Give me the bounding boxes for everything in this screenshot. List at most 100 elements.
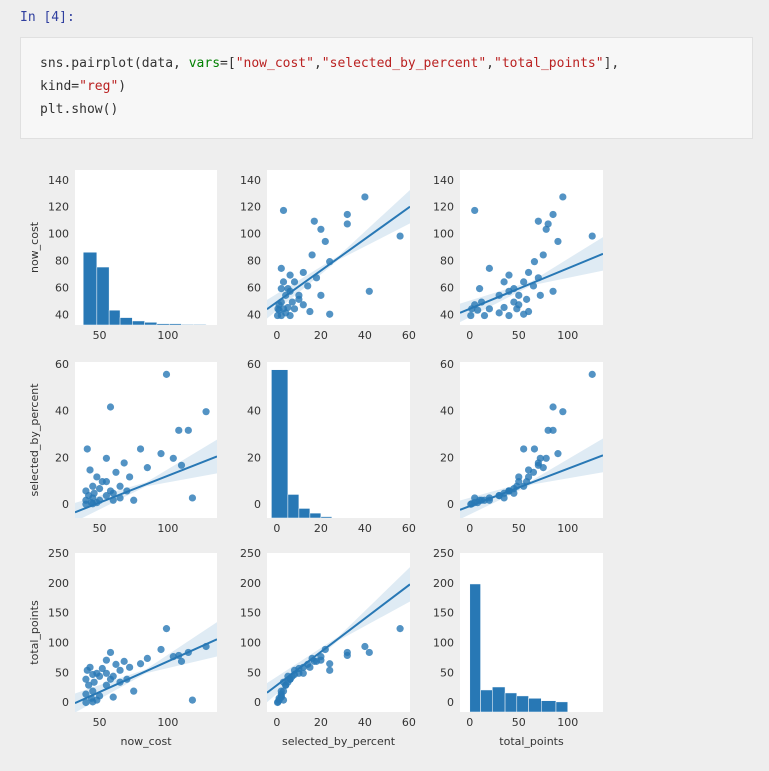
scatter-point [143, 464, 151, 472]
hist-bar [309, 512, 322, 518]
scatter-point [109, 672, 117, 680]
scatter-point [86, 466, 94, 474]
scatter-point [304, 282, 312, 290]
code-token: plt.show() [40, 102, 119, 117]
scatter-point [162, 370, 171, 378]
x-tick-label: 20 [314, 522, 328, 535]
scatter-point [500, 278, 508, 286]
hist-bar [555, 701, 568, 712]
x-tick-label: 20 [314, 716, 328, 729]
y-tick-label: 100 [433, 637, 454, 650]
y-tick-label: 20 [55, 451, 69, 464]
y-tick-label: 100 [433, 228, 454, 241]
hist-bar [287, 494, 300, 518]
hist-bar [320, 516, 333, 518]
scatter-point [102, 656, 111, 664]
scatter-point [116, 482, 124, 490]
scatter-point [273, 698, 282, 707]
y-tick-label: 40 [247, 309, 261, 322]
x-tick-label: 50 [93, 716, 107, 729]
scatter-point [306, 663, 314, 671]
x-tick-label: 0 [273, 329, 280, 342]
scatter-point [520, 278, 528, 286]
hist-bar [82, 251, 98, 325]
subplot: 0 50 100 150 200 250 0 20 40 60 selected_by_percen… [240, 547, 416, 748]
code-token: "now_cost" [235, 56, 314, 71]
scatter-point [130, 687, 138, 695]
subplot: 0 50 100 150 200 250 0 50 100 total_points [433, 547, 603, 748]
scatter-point [120, 657, 128, 665]
scatter-point [177, 657, 186, 665]
scatter-point [534, 217, 542, 225]
scatter-point [102, 454, 111, 462]
scatter-point [95, 485, 104, 493]
hist-bar [156, 323, 170, 325]
scatter-point [306, 307, 314, 316]
y-tick-label: 100 [48, 228, 69, 241]
y-tick-label: 80 [247, 255, 261, 268]
scatter-point [106, 403, 115, 411]
y-tick-label: 40 [55, 309, 69, 322]
x-tick-label: 40 [358, 716, 372, 729]
hist-bar [504, 692, 518, 712]
x-tick-label: 100 [557, 716, 578, 729]
y-tick-label: 100 [240, 228, 261, 241]
scatter-point [588, 370, 596, 378]
scatter-point [279, 206, 288, 215]
scatter-point [321, 237, 329, 246]
scatter-point [295, 291, 303, 299]
scatter-point [326, 666, 334, 674]
x-axis-label: total_points [499, 735, 564, 748]
y-tick-label: 100 [48, 637, 69, 650]
x-tick-label: 0 [466, 522, 473, 535]
code-token: =[ [220, 56, 236, 71]
y-tick-label: 80 [55, 255, 69, 268]
code-cell[interactable]: sns.pairplot(data, vars=["now_cost","sel… [20, 37, 753, 139]
y-tick-label: 0 [447, 498, 454, 511]
scatter-point [98, 664, 106, 673]
scatter-point [89, 670, 97, 679]
scatter-point [485, 264, 493, 272]
y-tick-label: 120 [433, 201, 454, 214]
x-tick-label: 0 [466, 329, 473, 342]
hist-bar [132, 320, 145, 325]
x-tick-label: 50 [93, 329, 107, 342]
scatter-point [326, 660, 334, 668]
scatter-point [284, 285, 292, 293]
scatter-point [82, 698, 90, 707]
scatter-point [202, 408, 210, 416]
x-tick-label: 40 [358, 522, 372, 535]
cell-prompt: In [4]: [20, 10, 75, 25]
scatter-point [82, 496, 90, 504]
scatter-point [554, 450, 562, 458]
scatter-point [290, 305, 299, 313]
scatter-point [109, 489, 117, 497]
y-tick-label: 200 [240, 577, 261, 590]
y-tick-label: 40 [440, 309, 454, 322]
scatter-point [120, 459, 128, 467]
code-token: "selected_by_percent" [321, 56, 487, 71]
scatter-point [343, 220, 351, 228]
scatter-point [162, 625, 171, 633]
y-tick-label: 140 [48, 174, 69, 187]
y-tick-label: 60 [55, 282, 69, 295]
x-tick-label: 60 [402, 522, 416, 535]
plot-area [75, 370, 217, 518]
scatter-point [109, 693, 117, 701]
hist-bar [144, 322, 158, 325]
confidence-band [75, 622, 217, 712]
scatter-point [317, 656, 325, 664]
code: sns.pairplot(data, vars=["now_cost","sel… [40, 52, 619, 121]
scatter-point [308, 251, 316, 259]
confidence-band [267, 567, 410, 703]
y-axis-label: now_cost [28, 221, 41, 273]
scatter-point [136, 660, 145, 668]
x-tick-label: 0 [466, 716, 473, 729]
y-tick-label: 120 [48, 201, 69, 214]
confidence-band [460, 237, 603, 323]
scatter-point [136, 445, 145, 453]
scatter-point [82, 690, 90, 698]
x-tick-label: 50 [512, 716, 526, 729]
scatter-point [169, 454, 177, 462]
hist-bar [271, 369, 289, 518]
